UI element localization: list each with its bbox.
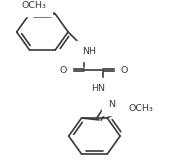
Text: O: O: [121, 66, 128, 75]
Text: NH: NH: [82, 47, 96, 56]
Text: N: N: [108, 100, 115, 109]
Text: OCH₃: OCH₃: [22, 1, 47, 10]
Text: OCH₃: OCH₃: [129, 104, 154, 113]
Text: HN: HN: [91, 84, 105, 93]
Text: O: O: [59, 66, 67, 75]
